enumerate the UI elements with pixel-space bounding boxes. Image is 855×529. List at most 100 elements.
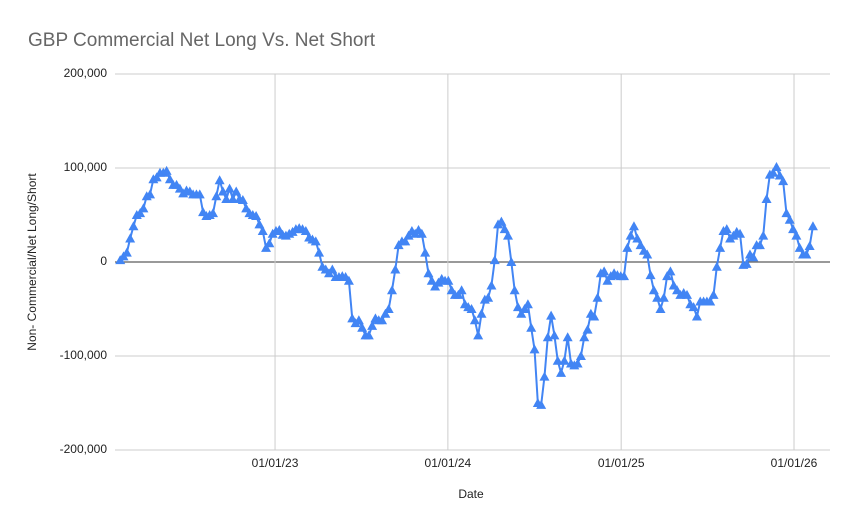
- data-point: [261, 242, 272, 252]
- data-point: [483, 292, 494, 302]
- data-point: [804, 241, 815, 251]
- data-point: [194, 189, 205, 199]
- data-point: [781, 208, 792, 218]
- data-point: [264, 238, 275, 248]
- data-point: [135, 208, 146, 218]
- data-point: [711, 261, 722, 271]
- data-point: [363, 330, 374, 340]
- data-point: [741, 258, 752, 268]
- data-point: [522, 299, 533, 309]
- data-point: [343, 275, 354, 285]
- data-point: [519, 304, 530, 313]
- data-point: [635, 240, 646, 250]
- y-axis-label: Non- Commercial/Net Long/Short: [25, 173, 39, 351]
- data-point: [380, 308, 391, 318]
- data-point: [645, 270, 656, 280]
- data-point: [486, 280, 497, 290]
- data-point: [794, 242, 805, 252]
- data-point: [658, 292, 669, 302]
- data-point: [628, 221, 639, 231]
- data-point: [529, 344, 540, 354]
- data-point: [426, 275, 437, 285]
- data-point: [526, 322, 537, 332]
- data-point: [546, 310, 557, 320]
- data-point: [357, 322, 368, 332]
- data-point: [387, 285, 398, 295]
- data-point: [632, 233, 643, 243]
- data-point: [377, 315, 388, 325]
- data-point: [807, 221, 818, 231]
- data-point: [665, 266, 676, 276]
- data-point: [791, 230, 802, 240]
- data-point: [476, 308, 487, 318]
- data-point: [257, 225, 268, 235]
- data-point: [721, 224, 732, 234]
- data-point: [771, 162, 782, 172]
- data-point: [121, 247, 132, 257]
- data-point: [652, 292, 663, 302]
- data-point: [310, 236, 321, 246]
- x-tick-label: 01/01/25: [598, 456, 645, 470]
- data-point: [788, 224, 799, 234]
- data-point: [599, 266, 610, 276]
- data-point: [224, 183, 235, 193]
- data-point: [469, 315, 480, 325]
- data-point: [466, 304, 477, 313]
- data-point: [552, 355, 563, 365]
- data-point: [539, 371, 550, 381]
- data-point: [592, 292, 603, 302]
- data-point: [506, 257, 517, 266]
- data-point: [423, 268, 434, 278]
- data-point: [300, 225, 311, 235]
- y-tick-label: 200,000: [64, 66, 108, 80]
- data-point: [761, 194, 772, 204]
- data-point: [774, 170, 785, 180]
- data-point: [420, 247, 431, 257]
- data-point: [400, 236, 411, 246]
- data-point: [622, 242, 633, 252]
- data-point: [516, 308, 527, 318]
- x-tick-label: 01/01/23: [252, 456, 299, 470]
- data-point: [164, 174, 175, 184]
- data-point: [691, 311, 702, 321]
- data-point: [416, 228, 427, 238]
- data-point: [145, 189, 156, 199]
- data-point: [682, 289, 692, 299]
- data-point: [642, 249, 653, 259]
- chart-title: GBP Commercial Net Long Vs. Net Short: [28, 30, 376, 51]
- data-point: [575, 351, 586, 360]
- data-point: [705, 296, 716, 306]
- data-point: [768, 167, 779, 177]
- data-point: [536, 399, 547, 409]
- data-point: [138, 203, 149, 213]
- data-point: [754, 240, 765, 250]
- data-point: [251, 210, 262, 220]
- y-tick-label: 0: [100, 254, 107, 268]
- data-point: [496, 216, 507, 226]
- data-point: [161, 165, 172, 175]
- data-point: [784, 214, 795, 224]
- data-point: [758, 230, 769, 240]
- data-point: [151, 172, 162, 182]
- data-point: [443, 275, 454, 285]
- data-point: [390, 264, 401, 274]
- data-point: [582, 324, 593, 334]
- data-point: [572, 358, 583, 368]
- data-point: [589, 311, 600, 321]
- data-point: [579, 332, 590, 342]
- data-point: [509, 285, 520, 295]
- data-point: [619, 271, 630, 281]
- data-point: [353, 315, 364, 325]
- data-point: [715, 242, 726, 252]
- x-axis-label: Date: [458, 487, 484, 501]
- data-point: [512, 302, 523, 312]
- data-point: [556, 367, 567, 377]
- data-point: [453, 289, 464, 299]
- x-tick-label: 01/01/26: [771, 456, 818, 470]
- data-point: [648, 285, 659, 295]
- data-point: [314, 247, 325, 257]
- data-point: [128, 221, 139, 231]
- data-point: [625, 230, 636, 240]
- data-point: [559, 355, 570, 365]
